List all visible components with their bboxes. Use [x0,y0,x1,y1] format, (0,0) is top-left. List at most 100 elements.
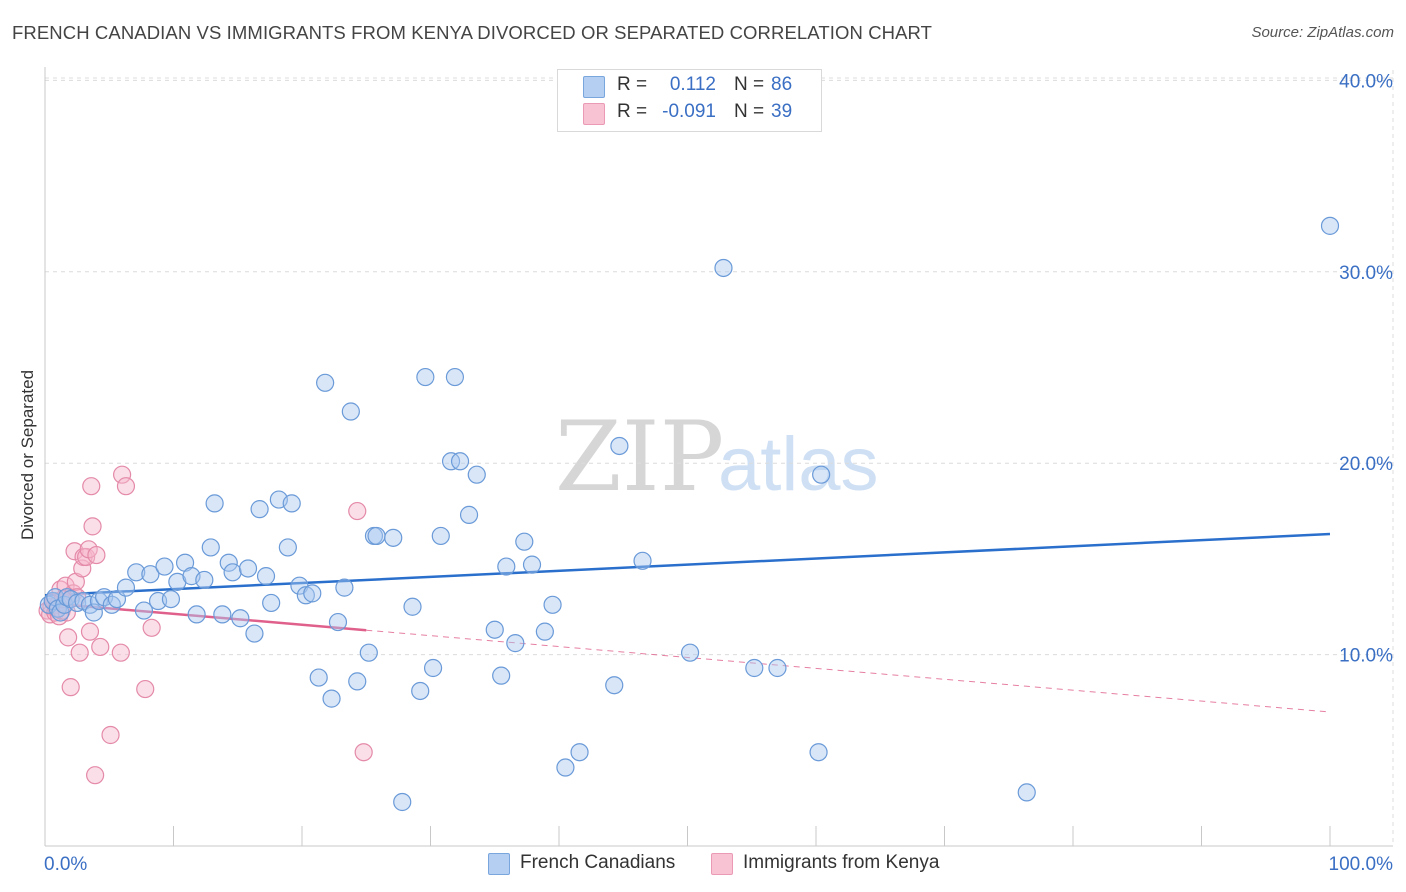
legend-r-value: -0.091 [662,101,716,122]
french-canadian-point [492,666,511,685]
french-canadian-point [506,634,525,653]
french-canadian-point [1017,783,1036,802]
french-canadian-point [262,593,281,613]
kenya-point [59,628,78,647]
french-canadian-point [231,609,250,628]
french-canadian-point [450,452,470,471]
bottom-legend-label: French Canadians [520,852,676,873]
y-axis-label: Divorced or Separated [18,370,37,540]
french-canadian-point [116,578,136,597]
chart-title: FRENCH CANADIAN VS IMMIGRANTS FROM KENYA… [12,22,933,43]
french-canadian-point [431,526,450,546]
bottom-legend-label: Immigrants from Kenya [743,852,940,873]
y-tick-label: 40.0% [1339,71,1393,92]
y-tick-label: 10.0% [1339,646,1393,667]
french-canadian-point [84,603,103,622]
french-canadian-point [335,578,354,597]
french-canadian-point [328,612,348,632]
gridlines [45,70,1394,846]
french-canadian-point [195,570,214,590]
legend-n-label: N = [734,74,765,95]
french-canadian-point [127,563,146,582]
legend-n-label: N = [734,101,765,122]
kenya-point [82,477,101,496]
french-canadian-point [610,436,629,456]
french-canadian-point [570,743,589,762]
kenya-point [348,501,367,521]
french-canadian-points [39,216,1340,812]
french-canadian-point [515,532,534,551]
french-canadian-point [497,557,516,576]
french-canadian-point [322,689,341,708]
french-canadians-trend-line [44,532,1331,597]
french-canadian-point [278,538,297,557]
french-canadian-point [134,601,154,620]
kenya-point [354,743,373,762]
french-canadian-point [348,672,367,691]
watermark-zip: ZIP [555,401,724,513]
french-canadian-point [403,597,422,616]
watermark-atlas: atlas [718,422,879,507]
y-tick-label: 20.0% [1339,454,1393,475]
french-canadian-point [745,658,764,678]
french-canadian-point [256,567,276,586]
legend-r-label: R = [617,101,648,122]
kenya-point [73,559,92,578]
kenya-point [101,725,120,745]
kenya-point [70,643,89,662]
french-canadian-point [141,565,160,584]
kenya-point [136,679,155,699]
french-canadian-point [809,743,828,762]
x-tick-label: 100.0% [1329,854,1394,875]
french-canadian-point [384,528,403,547]
french-canadian-point [238,559,258,578]
french-canadian-point [411,681,430,701]
kenya-point [91,637,110,657]
french-canadian-point [309,668,328,687]
french-canadian-point [316,373,335,392]
french-canadian-point [213,605,232,624]
french-canadian-point [680,643,700,662]
legend-r-label: R = [617,74,648,95]
kenya-point [112,465,132,484]
legend-n-value: 39 [771,101,793,122]
french-canadian-point [485,620,504,639]
french-canadian-point [223,563,242,582]
french-canadian-point [250,500,269,519]
french-canadian-point [303,584,322,603]
french-canadian-point [201,538,220,557]
kenya-point [80,622,100,641]
french-canadian-point [605,676,624,695]
french-canadian-point [359,643,378,662]
french-canadian-point [1320,216,1340,235]
french-canadian-point [768,658,787,678]
french-canadian-point [367,526,386,546]
french-canadian-point [445,367,465,387]
french-canadian-point [633,551,652,570]
kenya-point [111,643,130,662]
legend-swatch-blue [583,76,605,98]
french-canadian-point [219,553,238,572]
french-canadian-point [416,367,435,387]
tick-labels: 10.0% 20.0% 30.0% 40.0% 0.0% 100.0% [44,71,1393,875]
french-canadian-point [296,586,315,605]
french-canadian-point [102,595,121,614]
bottom-legend-swatch-pink [711,853,733,875]
french-canadian-point [155,557,174,576]
french-canadian-point [543,595,562,614]
kenya-points [38,465,373,785]
french-canadian-point [522,555,542,574]
french-canadian-point [535,622,554,641]
french-canadian-point [245,624,264,643]
y-tick-label: 30.0% [1339,263,1393,284]
kenya-point [87,545,106,565]
french-canadian-point [393,792,412,812]
kenya-point [142,618,161,637]
french-canadian-point [205,494,224,513]
legend-r-value: 0.112 [669,74,716,95]
french-canadian-point [423,658,443,678]
x-tick-label: 0.0% [44,854,87,875]
correlation-legend: R = 0.112 N = 86 R = -0.091 N = 39 [557,69,822,132]
french-canadian-point [341,402,360,421]
